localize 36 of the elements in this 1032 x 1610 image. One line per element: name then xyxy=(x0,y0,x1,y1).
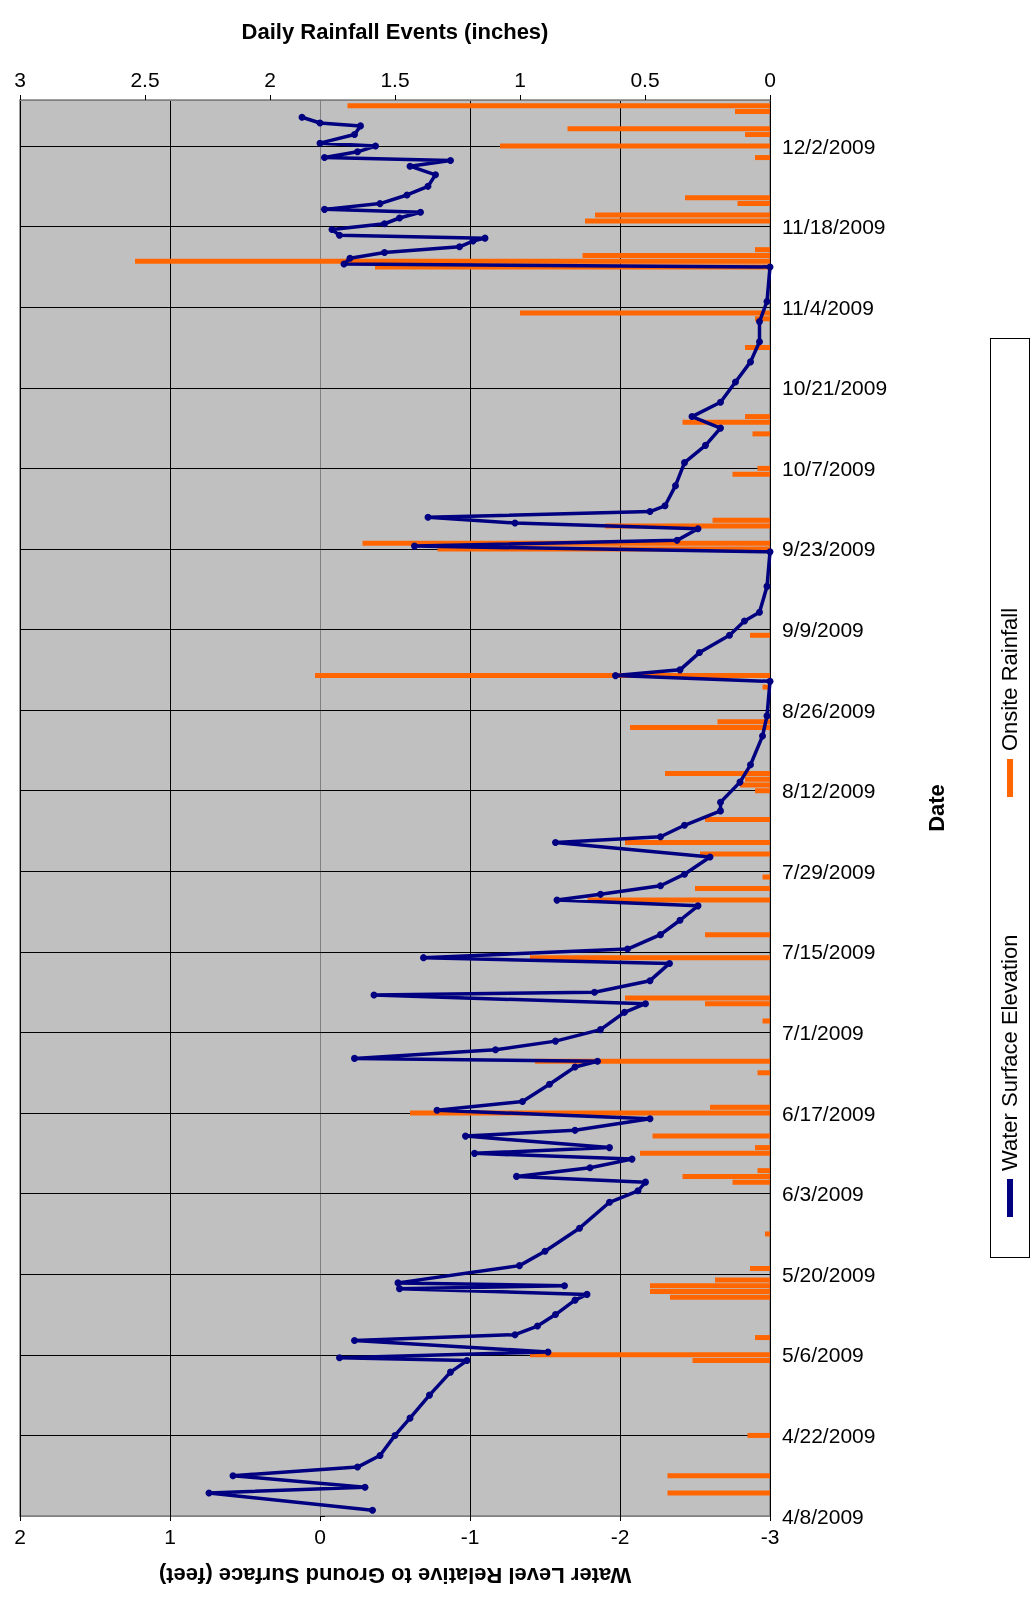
x2-tick-label: 1 xyxy=(514,68,526,91)
y-tick-label: 6/3/2009 xyxy=(782,1182,864,1206)
x-tick-label: -2 xyxy=(610,1525,630,1548)
x-tick-label: 2 xyxy=(14,1525,26,1548)
y-tick-label: 12/2/2009 xyxy=(782,134,876,158)
text: Onsite Rainfall xyxy=(997,607,1023,751)
y-tick-label: 4/22/2009 xyxy=(782,1423,876,1447)
text: Water Surface Elevation xyxy=(997,934,1023,1171)
y-axis-title: Date xyxy=(923,784,949,832)
x2-axis-title: Daily Rainfall Events (inches) xyxy=(241,18,549,44)
y-tick-label: 8/12/2009 xyxy=(782,779,876,803)
x-tick-label: 0 xyxy=(314,1525,326,1548)
y-tick-label: 7/29/2009 xyxy=(782,859,876,883)
x-tick-label: 1 xyxy=(164,1525,176,1548)
x-tick-label: -3 xyxy=(760,1525,780,1548)
x2-tick-label: 1.5 xyxy=(380,68,410,91)
y-tick-label: 7/1/2009 xyxy=(782,1020,864,1044)
x2-tick-label: 2 xyxy=(264,68,276,91)
x2-tick-label: 3 xyxy=(14,68,26,91)
x2-tick-label: 0.5 xyxy=(630,68,660,91)
x2-tick-label: 2.5 xyxy=(130,68,160,91)
y-tick-label: 8/26/2009 xyxy=(782,698,876,722)
y-tick-label: 6/17/2009 xyxy=(782,1101,876,1125)
x-axis-title: Water Level Relative to Ground Surface (feet) xyxy=(158,1562,632,1588)
x2-tick-label: 0 xyxy=(764,68,776,91)
y-tick-label: 9/9/2009 xyxy=(782,618,864,642)
y-tick-label: 9/23/2009 xyxy=(782,537,876,561)
y-tick-label: 5/20/2009 xyxy=(782,1262,876,1286)
y-tick-label: 5/6/2009 xyxy=(782,1343,864,1367)
y-tick-label: 11/18/2009 xyxy=(782,215,886,239)
y-tick-label: 11/4/2009 xyxy=(782,295,874,319)
x-tick-label: -1 xyxy=(460,1525,480,1548)
y-tick-label: 10/7/2009 xyxy=(782,456,876,480)
y-tick-label: 4/8/2009 xyxy=(782,1504,864,1528)
y-tick-label: 7/15/2009 xyxy=(782,940,876,964)
y-tick-label: 10/21/2009 xyxy=(782,376,888,400)
